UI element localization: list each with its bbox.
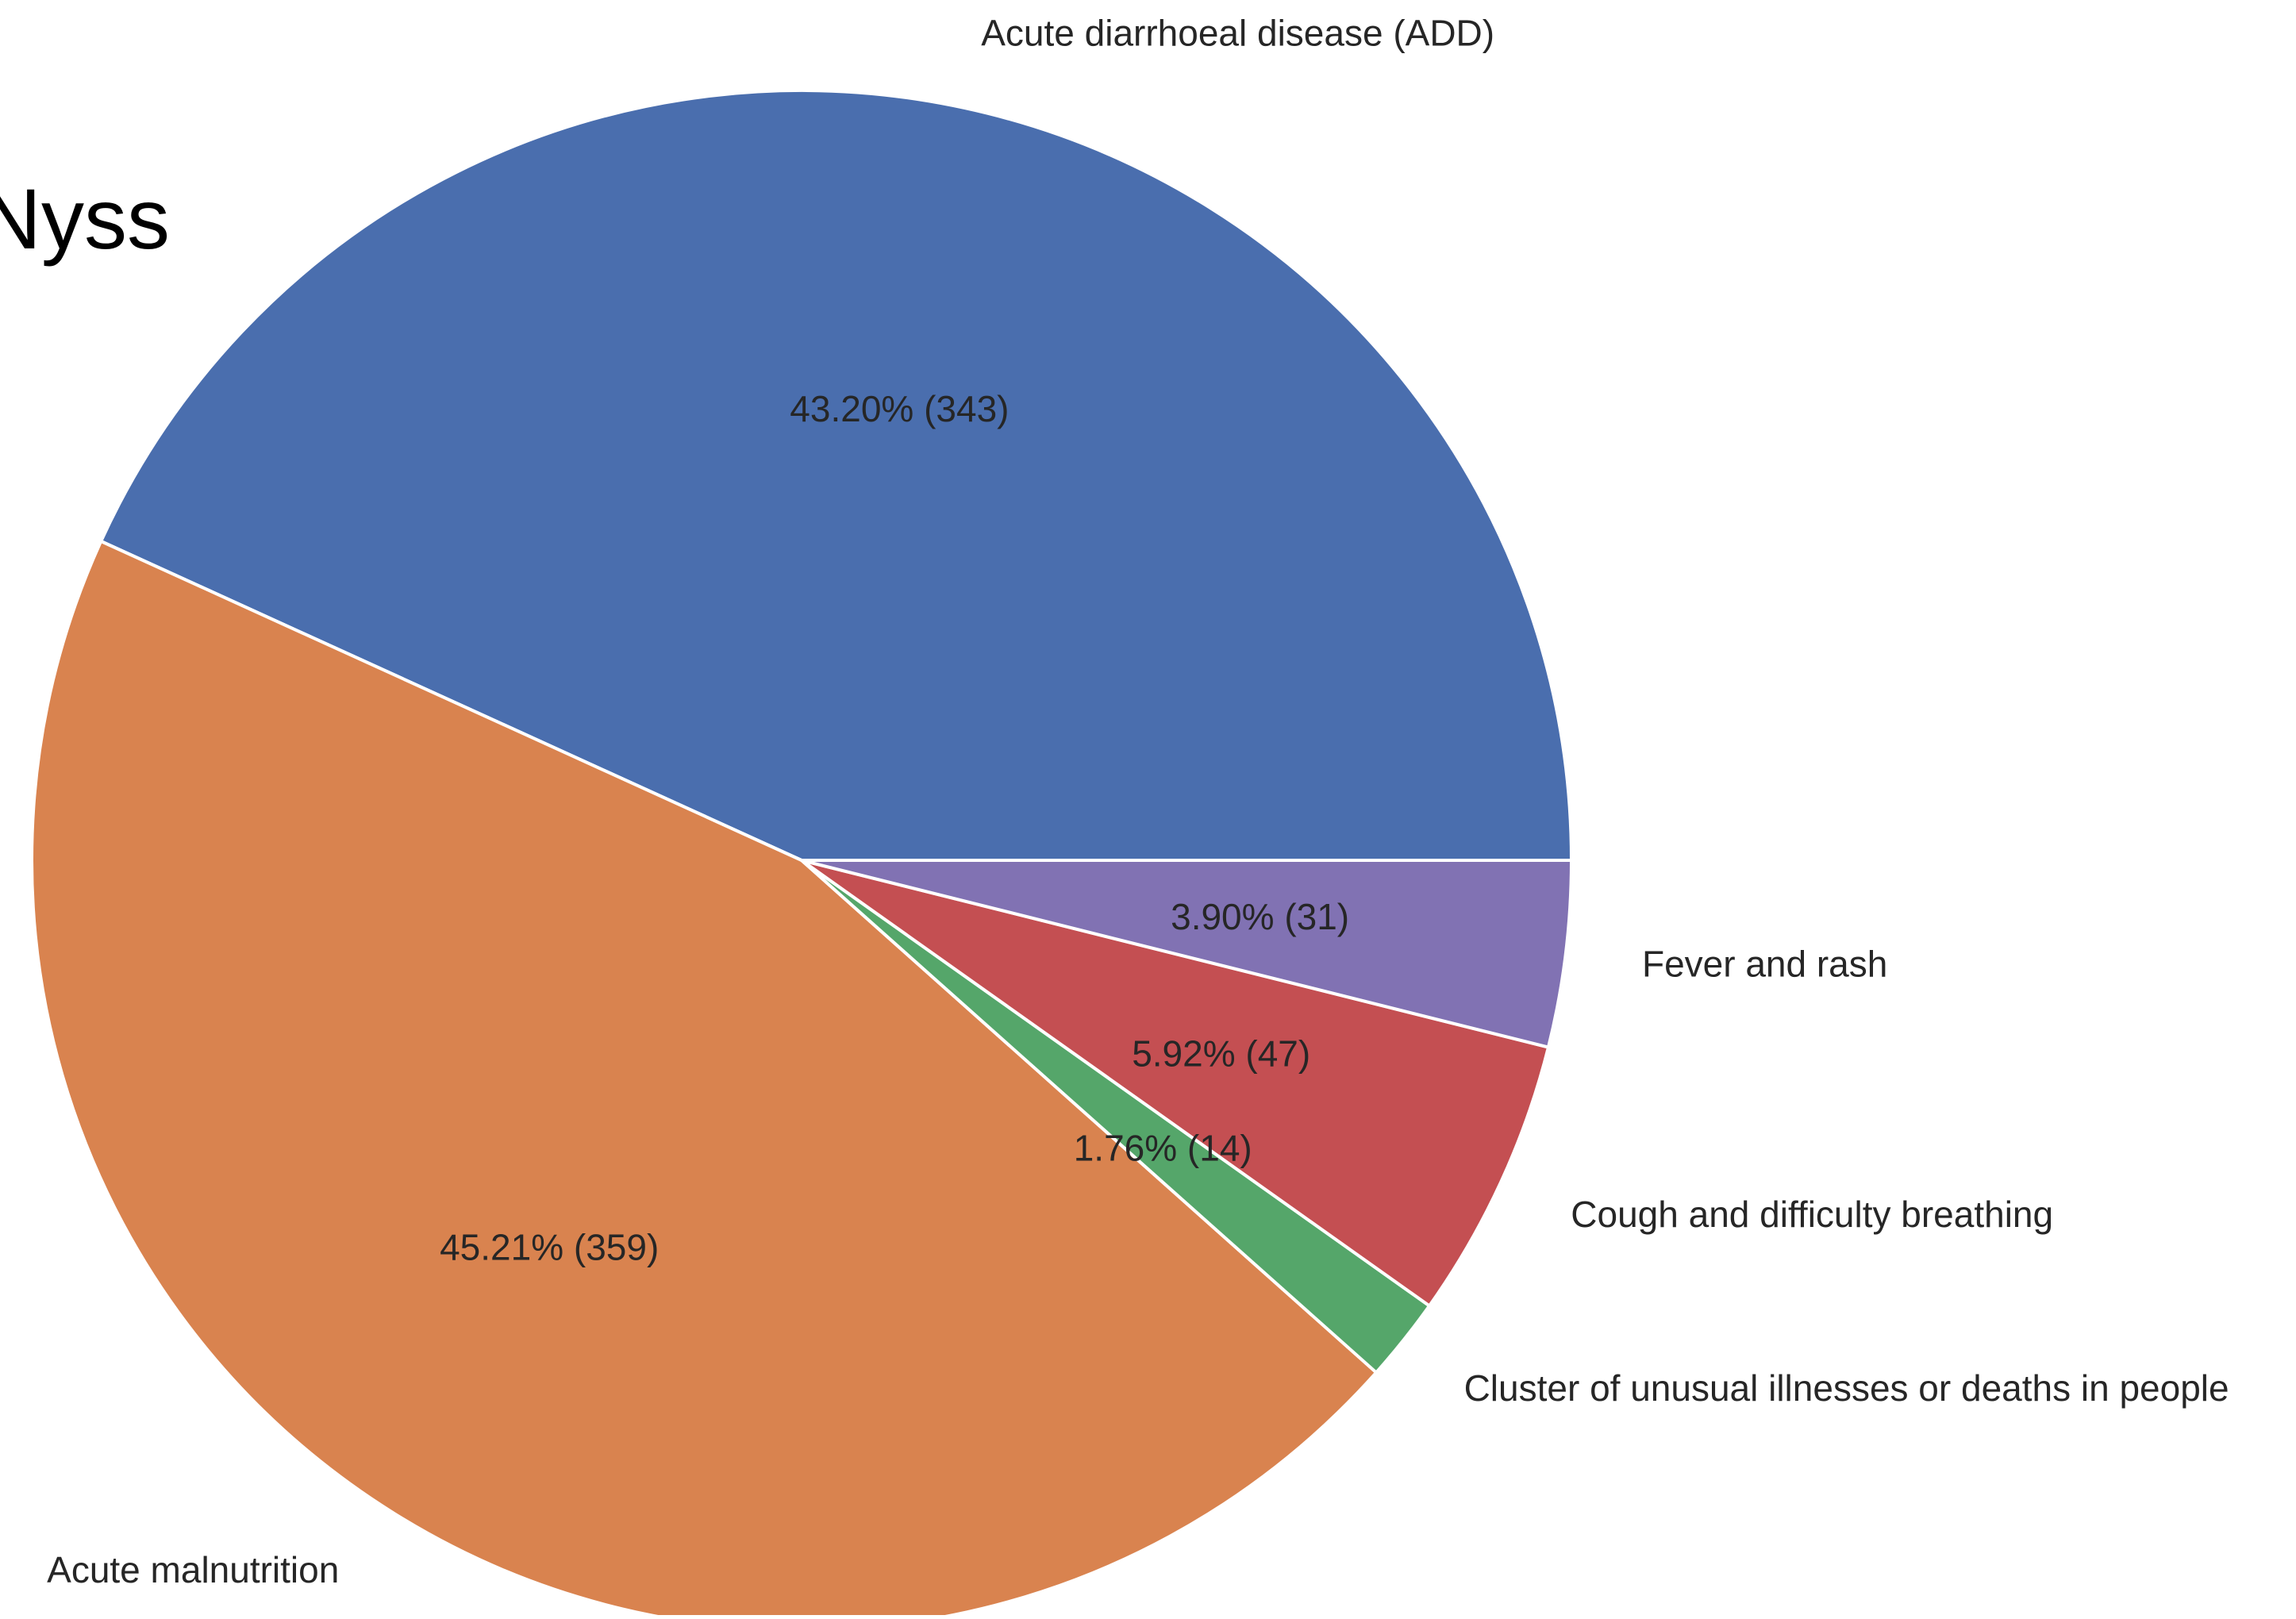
- slice-percent-fever-and-rash: 3.90% (31): [1171, 896, 1349, 937]
- pie-slice-acute-malnutrition: [30, 540, 1379, 1619]
- slice-label-cough-and-difficulty-breathing: Cough and difficulty breathing: [1571, 1194, 2053, 1235]
- pie-slice-cough-and-difficulty-breathing: [800, 859, 1550, 1308]
- slice-percent-cluster-of-unusual-illnesses-or-deaths-in-people: 1.76% (14): [1074, 1128, 1252, 1169]
- pie-slice-fever-and-rash: [800, 859, 1573, 1049]
- slice-label-acute-diarrhoeal-disease-add: Acute diarrhoeal disease (ADD): [981, 12, 1494, 53]
- slice-label-acute-malnutrition: Acute malnutrition: [47, 1549, 339, 1590]
- slice-label-cluster-of-unusual-illnesses-or-deaths-in-people: Cluster of unusual illnesses or deaths i…: [1464, 1367, 2229, 1409]
- pie-labels: Acute diarrhoeal disease (ADD) 43.20% (34…: [47, 12, 2229, 1590]
- slice-percent-cough-and-difficulty-breathing: 5.92% (47): [1132, 1033, 1310, 1074]
- slice-percent-acute-malnutrition: 45.21% (359): [440, 1227, 659, 1268]
- pie-slice-acute-diarrhoeal-disease-add: [99, 89, 1573, 862]
- slice-label-fever-and-rash: Fever and rash: [1642, 944, 1887, 985]
- pie-wedges: [30, 89, 1573, 1619]
- chart-title-fragment: Nyss: [0, 171, 170, 267]
- slice-percent-acute-diarrhoeal-disease-add: 43.20% (343): [790, 388, 1009, 429]
